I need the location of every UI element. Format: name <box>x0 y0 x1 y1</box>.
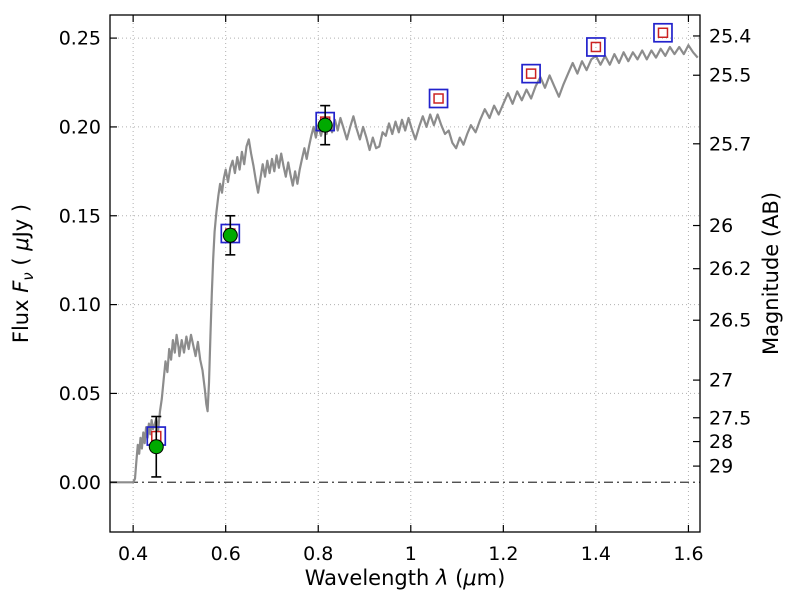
model-phot-square-outer <box>586 37 606 57</box>
model-phot-square-inner <box>657 27 669 39</box>
tick-marks <box>110 15 700 532</box>
x-axis-label-part: λ <box>435 566 448 590</box>
x-tick-labels: 0.4 0.6 0.8 1 1.2 1.4 1.6 <box>118 543 704 565</box>
y-tick-labels-left: 0.00 0.05 0.10 0.15 0.20 0.25 <box>59 28 101 494</box>
observed-point <box>317 117 333 133</box>
y-axis-label-left-part: F <box>9 280 33 293</box>
y-tick-labels-right: 25.4 25.5 25.7 26 26.2 26.5 27 27.528 29 <box>709 25 751 477</box>
model-phot-square-inner <box>590 41 602 53</box>
y-axis-label-left-part: μ <box>9 237 33 251</box>
x-tick-label: 1.2 <box>488 543 518 565</box>
model-phot-square-inner <box>433 93 444 104</box>
x-axis-label-part: μ <box>462 566 476 590</box>
y-tick-label-right: 26 <box>709 215 733 237</box>
y-tick-label-right: 25.4 <box>709 25 751 47</box>
y-tick-label-right: 25.7 <box>709 133 751 155</box>
x-tick-label: 0.8 <box>303 543 333 565</box>
x-axis-label-part: ( <box>448 566 463 590</box>
observed-point <box>148 439 164 455</box>
y-tick-label-left: 0.10 <box>59 294 101 316</box>
y-tick-label-right: 27.5 <box>709 407 751 429</box>
y-axis-label-right-part: Magnitude (AB) <box>759 192 783 355</box>
y-axis-label-left-part: Flux <box>9 293 33 343</box>
x-tick-label: 0.6 <box>211 543 241 565</box>
model-spectrum-line <box>110 44 699 484</box>
model-phot-square-outer <box>521 63 541 84</box>
x-axis-label-part: m) <box>477 566 506 590</box>
x-axis-label: Wavelength λ (μm) <box>305 566 506 590</box>
y-tick-label-left: 0.05 <box>59 383 101 405</box>
y-axis-label-left-part: Jy ) <box>9 204 33 240</box>
y-tick-label-right: 29 <box>709 456 733 478</box>
x-tick-label: 0.4 <box>118 543 148 565</box>
y-tick-label-right: 28 <box>709 431 733 453</box>
x-tick-label: 1.4 <box>581 543 611 565</box>
y-tick-label-left: 0.20 <box>59 116 101 138</box>
model-phot-square-outer <box>428 88 449 109</box>
y-tick-label-right: 27 <box>709 370 733 392</box>
observed-point <box>222 227 238 243</box>
gridlines <box>110 15 700 532</box>
x-tick-label: 1 <box>405 543 417 565</box>
observed-photometry <box>148 104 333 478</box>
model-phot-square-outer <box>653 22 673 43</box>
y-tick-label-right: 26.5 <box>709 310 751 332</box>
y-axis-label-left-part: ( <box>9 251 33 273</box>
model-phot-square-inner <box>525 68 537 79</box>
y-axis-label-left-part: ν <box>19 272 37 280</box>
y-axis-label-left: Flux Fν ( μJy ) <box>9 204 37 343</box>
y-tick-label-right: 25.5 <box>709 65 751 87</box>
y-tick-label-left: 0.15 <box>59 205 101 227</box>
y-tick-label-right: 26.2 <box>709 258 751 280</box>
y-tick-label-left: 0.25 <box>59 28 101 50</box>
x-tick-label: 1.6 <box>673 543 703 565</box>
x-axis-label-part: Wavelength <box>305 566 436 590</box>
y-tick-label-left: 0.00 <box>59 472 101 494</box>
axes-frame <box>109 14 701 533</box>
y-axis-label-right: Magnitude (AB) <box>759 192 783 355</box>
